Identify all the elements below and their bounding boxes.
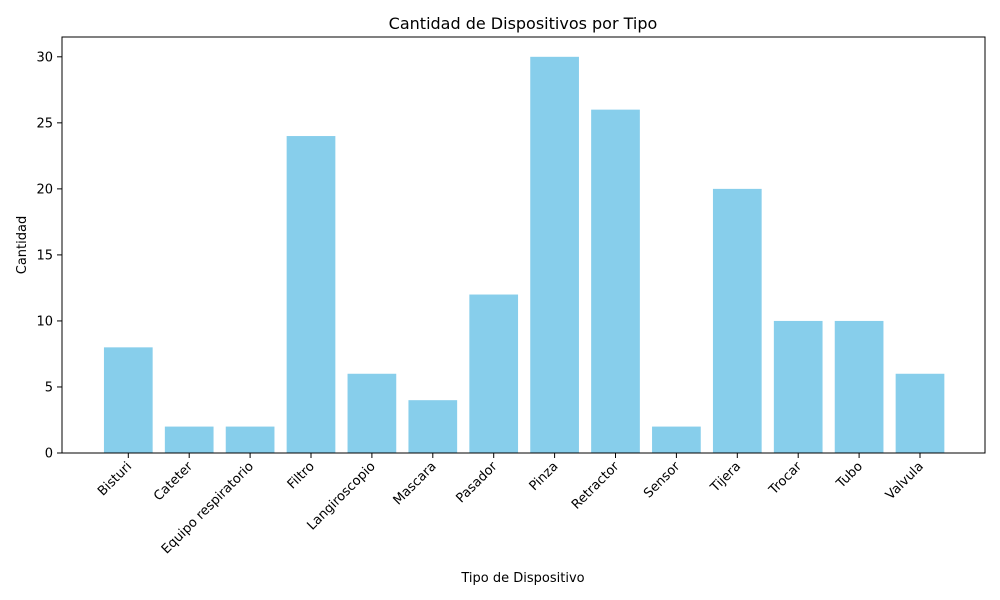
x-axis-label: Tipo de Dispositivo (460, 571, 584, 586)
x-tick-label: Tijera (707, 459, 744, 496)
y-tick-label: 25 (36, 116, 53, 131)
bar-bisturi (103, 347, 153, 453)
x-tick-label: Pinza (527, 459, 562, 494)
y-tick-label: 0 (45, 447, 53, 462)
bar-trocar (773, 320, 823, 453)
bar-pasador (469, 294, 519, 453)
y-tick-label: 30 (36, 50, 53, 65)
x-tick-label: Mascara (391, 459, 440, 508)
chart-title: Cantidad de Dispositivos por Tipo (389, 14, 658, 33)
y-tick-label: 20 (36, 182, 53, 197)
bar-tijera (712, 188, 762, 453)
x-tick-label: Bisturi (95, 459, 135, 499)
bars-group (103, 56, 945, 454)
bar-sensor (652, 426, 701, 453)
bar-filtro (286, 136, 336, 454)
x-tick-label: Trocar (766, 459, 806, 499)
bar-cateter (164, 426, 214, 453)
y-tick-label: 10 (36, 314, 53, 329)
x-tick-label: Cateter (151, 459, 196, 504)
x-tick-label: Retractor (569, 459, 623, 513)
y-tick-label: 5 (45, 380, 53, 395)
bar-tubo (834, 320, 884, 453)
bar-equipo-respiratorio (225, 426, 275, 453)
y-axis-label: Cantidad (15, 216, 30, 274)
bar-retractor (591, 109, 640, 453)
bar-langiroscopio (347, 373, 397, 453)
x-tick-label: Pasador (453, 459, 500, 506)
x-tick-label: Filtro (285, 459, 318, 492)
x-tick-label: Sensor (641, 459, 684, 502)
bar-valvula (895, 373, 945, 453)
bar-mascara (408, 400, 458, 453)
x-tick-label: Valvula (883, 459, 927, 503)
y-axis: 0 5 10 15 20 25 30 (36, 50, 62, 462)
bar-pinza (530, 56, 579, 454)
plot-area-frame (61, 36, 986, 454)
y-tick-label: 15 (36, 248, 53, 263)
x-tick-label: Tubo (833, 459, 866, 492)
